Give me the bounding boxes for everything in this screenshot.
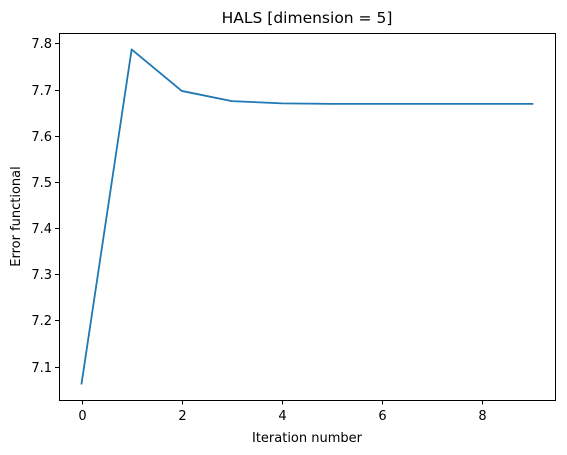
x-tick-label: 0 — [78, 409, 86, 424]
chart-title: HALS [dimension = 5] — [222, 9, 393, 27]
series-layer — [80, 48, 534, 385]
y-tick-label: 7.6 — [31, 130, 52, 145]
x-tick-label: 2 — [178, 409, 186, 424]
y-tick-label: 7.7 — [31, 84, 52, 99]
x-axis-label: Iteration number — [252, 431, 363, 446]
x-tick-label: 6 — [378, 409, 386, 424]
y-tick-label: 7.8 — [31, 37, 52, 52]
series-line — [80, 48, 534, 385]
x-tick-label: 8 — [478, 409, 486, 424]
y-axis-label: Error functional — [9, 166, 24, 267]
y-tick-label: 7.3 — [31, 268, 52, 283]
y-tick-label: 7.1 — [31, 361, 52, 376]
y-tick-label: 7.2 — [31, 314, 52, 329]
x-tick-label: 4 — [278, 409, 286, 424]
y-tick-label: 7.4 — [31, 222, 52, 237]
y-tick-label: 7.5 — [31, 176, 52, 191]
plot-frame — [59, 33, 556, 401]
x-axis: 0 2 4 6 8 — [78, 400, 487, 424]
y-axis: 7.1 7.2 7.3 7.4 7.5 7.6 7.7 7.8 — [31, 37, 60, 376]
